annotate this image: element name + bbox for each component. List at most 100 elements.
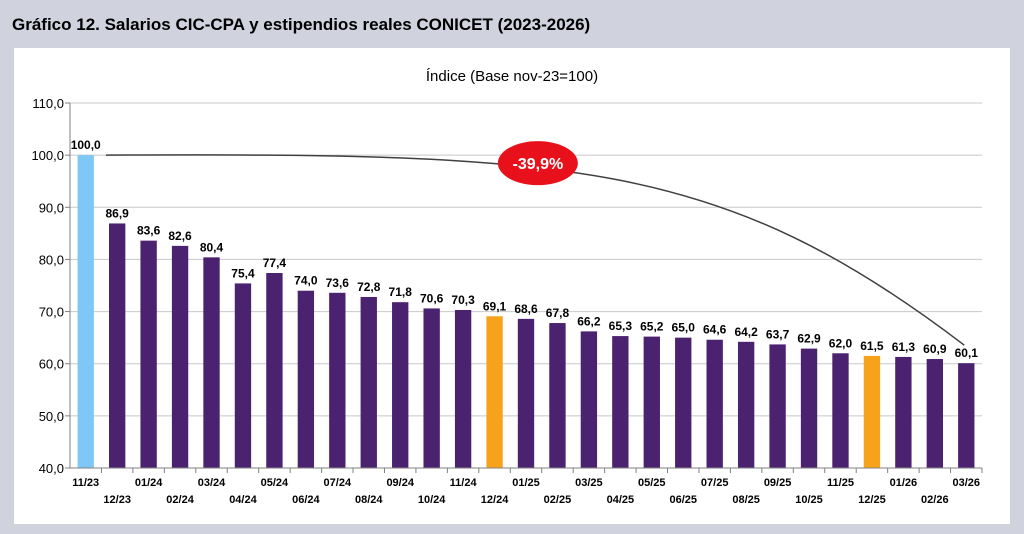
y-tick-label: 90,0: [39, 200, 64, 215]
bars: [77, 155, 975, 468]
x-tick-label: 05/25: [638, 477, 666, 489]
bar-chart: Índice (Base nov-23=100) 40,0 50,0 60,0 70,…: [31, 68, 983, 506]
bar: [203, 257, 220, 468]
bar: [329, 292, 346, 468]
data-label: 83,6: [137, 224, 161, 238]
bar: [234, 283, 252, 468]
data-label: 66,2: [577, 314, 601, 328]
x-tick-label: 12/23: [103, 494, 131, 506]
bar: [926, 359, 944, 468]
bar: [580, 331, 598, 468]
x-tick-label: 06/24: [292, 494, 320, 506]
data-label: 72,8: [357, 280, 381, 294]
header: Gráfico 12. Salarios CIC-CPA y estipendi…: [0, 0, 1024, 48]
x-tick-label: 09/24: [386, 477, 414, 489]
x-tick-label: 01/25: [512, 477, 540, 489]
x-tick-label: 05/24: [261, 477, 289, 489]
bar: [737, 341, 755, 468]
x-tick-label: 09/25: [764, 477, 792, 489]
y-tick-label: 100,0: [31, 148, 64, 163]
bar: [895, 356, 912, 468]
bar: [360, 296, 377, 468]
data-label: 71,8: [389, 285, 413, 299]
data-label: 74,0: [294, 274, 318, 288]
data-label: 82,6: [168, 229, 192, 243]
y-tick-label: 50,0: [39, 409, 64, 424]
x-tick-label: 02/25: [544, 494, 572, 506]
x-tick-label: 02/26: [921, 494, 949, 506]
data-label: 65,2: [640, 320, 664, 334]
data-label: 62,9: [797, 332, 821, 346]
x-tick-label: 01/26: [890, 477, 918, 489]
x-tick-label: 03/25: [575, 477, 603, 489]
bar: [832, 353, 849, 468]
x-tick-label: 12/25: [858, 494, 886, 506]
bar: [297, 290, 315, 468]
data-label: 61,3: [892, 340, 916, 354]
bar: [643, 336, 660, 468]
x-tick-label: 12/24: [481, 494, 509, 506]
data-label: 68,6: [514, 302, 538, 316]
data-labels: 100,0 86,9 83,6 82,6 80,4 75,4 77,4 74,0 73,6 72,…: [71, 138, 979, 360]
bar: [171, 245, 189, 468]
x-tick-label: 11/25: [827, 477, 854, 489]
figure-title: Gráfico 12. Salarios CIC-CPA y estipendi…: [12, 15, 591, 34]
data-label: 100,0: [71, 138, 101, 152]
data-label: 70,6: [420, 291, 444, 305]
data-label: 63,7: [766, 327, 790, 341]
x-tick-label: 01/24: [135, 477, 163, 489]
y-tick-label: 60,0: [39, 357, 64, 372]
x-tick-label: 03/26: [953, 477, 981, 489]
data-label: 75,4: [231, 266, 255, 280]
x-tick-label: 03/24: [198, 477, 226, 489]
data-label: 62,0: [829, 336, 853, 350]
x-tick-label: 02/24: [166, 494, 194, 506]
x-tick-label: 11/24: [450, 477, 478, 489]
data-label: 80,4: [200, 240, 224, 254]
data-label: 67,8: [546, 306, 570, 320]
bar: [392, 302, 409, 468]
data-label: 73,6: [326, 276, 350, 290]
x-tick-label: 08/24: [355, 494, 383, 506]
y-axis: 40,0 50,0 60,0 70,0 80,0 90,0 100,0 110,0: [31, 96, 71, 476]
chart-panel: Índice (Base nov-23=100) 40,0 50,0 60,0 70,…: [14, 48, 1010, 524]
data-label: 64,2: [734, 325, 758, 339]
bar: [77, 155, 94, 468]
data-label: 70,3: [451, 293, 475, 307]
chart-title: Índice (Base nov-23=100): [426, 68, 598, 85]
bar: [266, 272, 283, 468]
x-tick-label: 04/25: [607, 494, 635, 506]
x-tick-label: 06/25: [669, 494, 697, 506]
data-label: 65,0: [672, 321, 696, 335]
data-label: 64,6: [703, 323, 727, 337]
y-tick-label: 70,0: [39, 305, 64, 320]
bar: [675, 337, 692, 468]
y-tick-label: 40,0: [39, 461, 64, 476]
bar: [108, 223, 126, 468]
trend-curve: [105, 154, 965, 346]
x-tick-label: 04/24: [229, 494, 257, 506]
data-label: 60,9: [923, 342, 947, 356]
bar: [800, 348, 818, 468]
data-label: 65,3: [609, 319, 633, 333]
x-tick-label: 10/25: [795, 494, 823, 506]
bar: [486, 316, 503, 468]
data-label: 77,4: [263, 256, 287, 270]
change-badge: [497, 141, 578, 186]
bar: [454, 310, 472, 468]
data-label: 69,1: [483, 299, 507, 313]
bar: [612, 336, 629, 468]
annotation: -39,9%: [105, 141, 965, 346]
y-tick-label: 80,0: [39, 252, 64, 267]
x-tick-label: 07/25: [701, 477, 729, 489]
x-tick-label: 08/25: [732, 494, 760, 506]
bar: [769, 344, 786, 468]
bar: [140, 240, 157, 468]
x-tick-label: 11/23: [72, 477, 99, 489]
bar: [958, 363, 975, 468]
x-tick-label: 07/24: [324, 477, 352, 489]
bar: [706, 339, 723, 468]
bar: [517, 318, 535, 468]
change-badge-label: -39,9%: [513, 156, 564, 173]
